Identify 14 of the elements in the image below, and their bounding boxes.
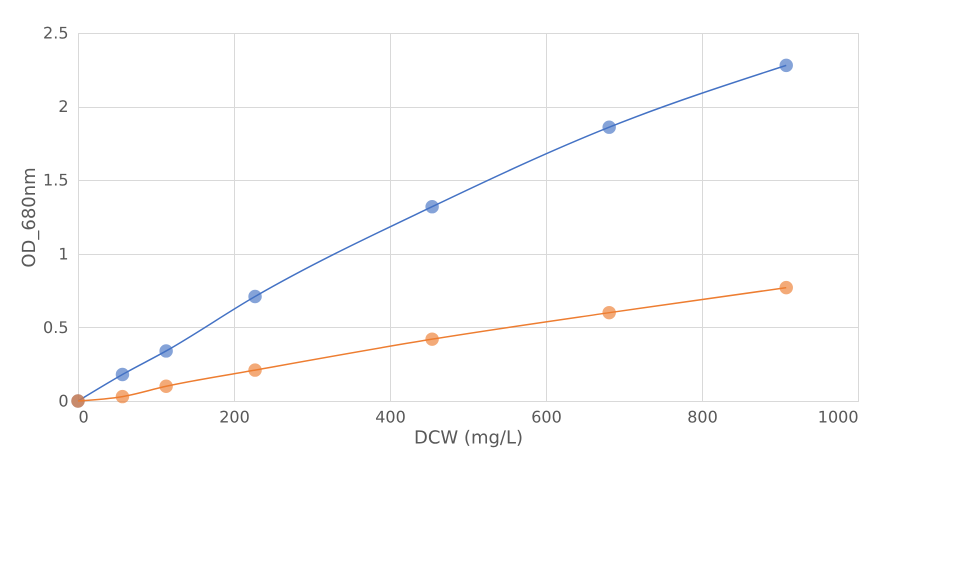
y-tick-label: 0.5: [43, 318, 68, 337]
x-tick-label: 400: [375, 408, 406, 426]
y-tick-label: 1.5: [43, 170, 68, 190]
x-tick-label: 200: [219, 408, 250, 426]
x-tick-label: 800: [687, 408, 718, 426]
y-axis-title: OD_680nm: [19, 167, 40, 268]
y-tick-label: 2.5: [43, 24, 68, 42]
x-tick-label: 1000: [818, 408, 858, 426]
y-tick-label: 2: [58, 97, 68, 116]
y-tick-label: 1: [58, 244, 68, 264]
y-tick-label: 0: [58, 392, 68, 410]
x-axis-title: DCW (mg/L): [414, 428, 524, 448]
x-tick-label: 600: [531, 408, 562, 426]
x-tick-label: 0: [78, 408, 89, 426]
